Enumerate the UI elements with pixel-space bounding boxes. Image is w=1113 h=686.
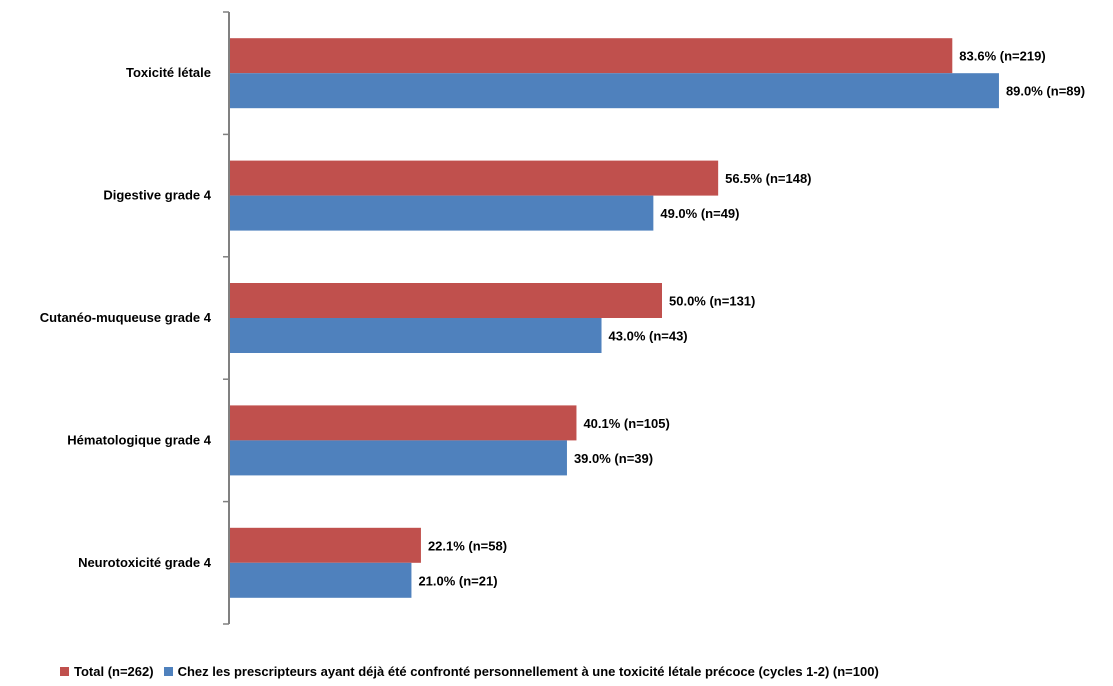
- data-label-total-cutaneo-muqueuse-grade-4: 50.0% (n=131): [669, 294, 755, 309]
- category-label-cutaneo-muqueuse-grade-4: Cutanéo-muqueuse grade 4: [40, 310, 212, 325]
- legend-swatch-total: [60, 667, 69, 676]
- data-label-prescripteurs-neurotoxicite-grade-4: 21.0% (n=21): [418, 573, 497, 588]
- bar-total-cutaneo-muqueuse-grade-4: [230, 283, 662, 318]
- bar-total-neurotoxicite-grade-4: [230, 527, 421, 563]
- bar-total-digestive-grade-4: [230, 160, 719, 196]
- data-label-prescripteurs-hematologique-grade-4: 39.0% (n=39): [574, 451, 653, 466]
- data-label-total-neurotoxicite-grade-4: 22.1% (n=58): [428, 538, 507, 553]
- category-label-digestive-grade-4: Digestive grade 4: [103, 188, 211, 203]
- bar-prescripteurs-hematologique-grade-4: [230, 440, 567, 476]
- category-label-neurotoxicite-grade-4: Neurotoxicité grade 4: [78, 555, 212, 570]
- bar-prescripteurs-neurotoxicite-grade-4: [230, 562, 412, 598]
- legend-item-prescripteurs: Chez les prescripteurs ayant déjà été co…: [163, 664, 879, 679]
- data-label-total-toxicite-letale: 83.6% (n=219): [959, 49, 1045, 64]
- legend-item-total: Total (n=262): [60, 664, 154, 679]
- legend-swatch-prescripteurs: [163, 667, 173, 676]
- category-axis: Toxicité létale Digestive grade 4 Cutanéo-…: [40, 11, 229, 625]
- bar-chart: Toxicité létale Digestive grade 4 Cutanéo-…: [40, 11, 1085, 625]
- category-label-hematologique-grade-4: Hématologique grade 4: [67, 432, 212, 447]
- category-label-toxicite-letale: Toxicité létale: [126, 65, 211, 80]
- legend-label-total: Total (n=262): [74, 664, 154, 679]
- data-label-prescripteurs-digestive-grade-4: 49.0% (n=49): [660, 206, 739, 221]
- bar-prescripteurs-cutaneo-muqueuse-grade-4: [230, 318, 602, 353]
- bar-prescripteurs-toxicite-letale: [230, 73, 999, 109]
- data-label-total-digestive-grade-4: 56.5% (n=148): [725, 171, 811, 186]
- bars: 83.6% (n=219) 89.0% (n=89) 56.5% (n=148) 49…: [230, 38, 1085, 598]
- legend-label-prescripteurs: Chez les prescripteurs ayant déjà été co…: [177, 664, 879, 679]
- bar-total-toxicite-letale: [230, 38, 953, 74]
- bar-total-hematologique-grade-4: [230, 405, 577, 441]
- data-label-total-hematologique-grade-4: 40.1% (n=105): [583, 416, 669, 431]
- legend: Total (n=262) Chez les prescripteurs aya…: [60, 664, 889, 679]
- data-label-prescripteurs-toxicite-letale: 89.0% (n=89): [1006, 84, 1085, 99]
- data-label-prescripteurs-cutaneo-muqueuse-grade-4: 43.0% (n=43): [609, 329, 688, 344]
- bar-prescripteurs-digestive-grade-4: [230, 195, 654, 231]
